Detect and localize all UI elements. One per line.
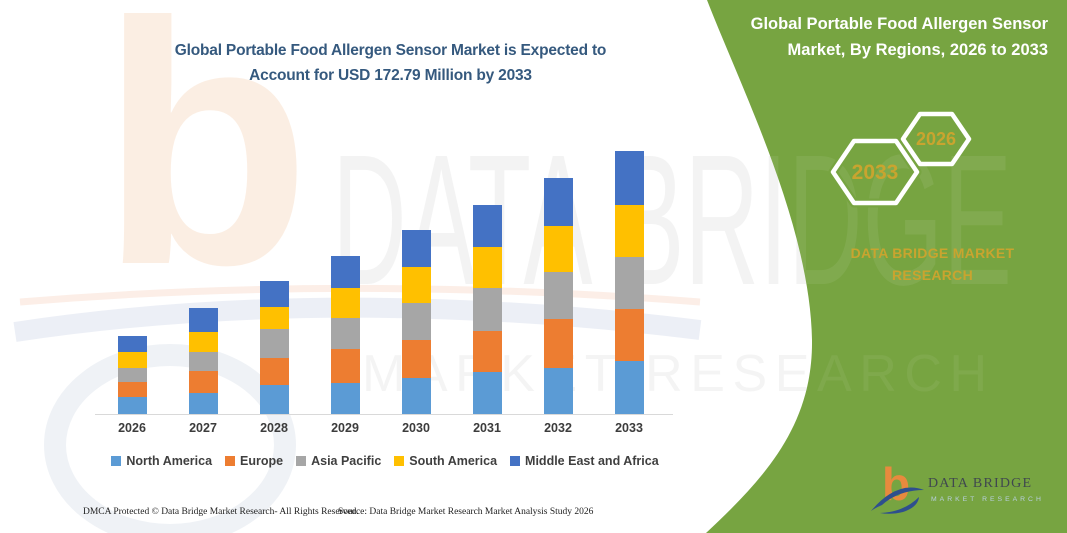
logo-swoosh-lower-icon	[880, 497, 919, 514]
logo-swoosh-icon	[871, 487, 924, 511]
legend-swatch-icon	[111, 456, 122, 466]
brand-text-line1: DATA BRIDGE MARKET	[850, 245, 1015, 261]
hexagon-2033-label: 2033	[852, 161, 899, 184]
bar-segment-2031-asia-pacific	[472, 287, 502, 332]
bar-segment-2026-asia-pacific	[117, 368, 147, 382]
bar-2028	[259, 281, 289, 414]
bar-segment-2033-north-america	[614, 361, 644, 414]
x-axis-line	[95, 414, 673, 415]
bar-segment-2031-middle-east-and-africa	[472, 204, 502, 247]
hexagon-2026-label: 2026	[916, 129, 956, 149]
legend-label: North America	[126, 454, 213, 468]
legend-item-asia-pacific: Asia Pacific	[296, 454, 381, 468]
bar-segment-2033-south-america	[614, 204, 644, 257]
bar-segment-2030-europe	[401, 340, 431, 379]
page-title-line2: Account for USD 172.79 Million by 2033	[249, 67, 532, 84]
hexagon-2033	[830, 138, 920, 206]
bar-segment-2028-asia-pacific	[259, 329, 289, 359]
bar-segment-2031-south-america	[472, 246, 502, 288]
bar-segment-2031-north-america	[472, 372, 502, 414]
bar-segment-2033-middle-east-and-africa	[614, 151, 644, 205]
bar-2032	[543, 177, 573, 414]
bar-segment-2031-europe	[472, 331, 502, 373]
bar-segment-2027-asia-pacific	[188, 351, 218, 371]
source-note: Source: Data Bridge Market Research Mark…	[338, 507, 594, 517]
bar-2030	[401, 229, 431, 414]
bar-segment-2027-north-america	[188, 392, 218, 414]
x-axis-label-2026: 2026	[118, 421, 146, 435]
x-axis-label-2031: 2031	[473, 421, 501, 435]
legend-item-south-america: South America	[394, 454, 497, 468]
legend-label: South America	[409, 454, 498, 468]
chart-legend: North America Europe Asia Pacific South Ame…	[60, 454, 710, 468]
bar-segment-2030-south-america	[401, 266, 431, 304]
bar-segment-2030-asia-pacific	[401, 303, 431, 341]
bar-2031	[472, 204, 502, 414]
bar-chart: 2026 2027 2028 2029 2030 2031 2032 2033	[95, 140, 673, 435]
bar-segment-2033-europe	[614, 309, 644, 362]
legend-item-middle-east-and-africa: Middle East and Africa	[510, 454, 659, 468]
x-axis-label-2027: 2027	[189, 421, 217, 435]
bar-segment-2032-north-america	[543, 368, 573, 414]
bar-segment-2032-europe	[543, 319, 573, 369]
bar-segment-2029-middle-east-and-africa	[330, 256, 360, 288]
green-panel-title: Global Portable Food Allergen Sensor Mar…	[700, 11, 1048, 63]
legend-swatch-icon	[510, 456, 521, 466]
x-axis-label-2028: 2028	[260, 421, 288, 435]
bar-2029	[330, 256, 360, 414]
legend-item-north-america: North America	[111, 454, 212, 468]
bar-segment-2028-middle-east-and-africa	[259, 281, 289, 308]
x-axis-label-2030: 2030	[402, 421, 430, 435]
legend-item-europe: Europe	[225, 454, 283, 468]
bar-segment-2028-europe	[259, 358, 289, 386]
brand-text: DATA BRIDGE MARKET RESEARCH	[820, 242, 1045, 286]
bar-segment-2030-middle-east-and-africa	[401, 229, 431, 267]
brand-text-line2: RESEARCH	[892, 267, 973, 283]
legend-swatch-icon	[225, 456, 236, 466]
bar-segment-2027-europe	[188, 370, 218, 393]
bar-segment-2029-europe	[330, 348, 360, 383]
bar-segment-2032-south-america	[543, 225, 573, 273]
x-axis-label-2033: 2033	[615, 421, 643, 435]
page-title: Global Portable Food Allergen Sensor Mar…	[108, 38, 673, 88]
bar-segment-2029-asia-pacific	[330, 318, 360, 349]
bar-segment-2028-north-america	[259, 385, 289, 414]
logo-name: DATA BRIDGE	[928, 476, 1033, 491]
x-axis-label-2029: 2029	[331, 421, 359, 435]
logo-tagline: MARKET RESEARCH	[931, 496, 1044, 503]
bar-segment-2033-asia-pacific	[614, 256, 644, 310]
bar-segment-2026-north-america	[117, 396, 147, 414]
bar-segment-2026-middle-east-and-africa	[117, 335, 147, 352]
legend-swatch-icon	[394, 456, 405, 466]
bar-2033	[614, 151, 644, 414]
logo-b-icon: b	[882, 458, 910, 510]
green-panel-shape	[706, 0, 1067, 533]
legend-label: Middle East and Africa	[525, 454, 659, 468]
green-panel-title-line2: Market, By Regions, 2026 to 2033	[787, 41, 1048, 59]
bar-segment-2029-north-america	[330, 382, 360, 414]
bar-segment-2032-middle-east-and-africa	[543, 177, 573, 226]
bar-segment-2027-south-america	[188, 332, 218, 352]
legend-label: Asia Pacific	[311, 454, 382, 468]
bar-segment-2027-middle-east-and-africa	[188, 308, 218, 333]
bar-segment-2032-asia-pacific	[543, 272, 573, 320]
bar-segment-2030-north-america	[401, 378, 431, 414]
background-logo-b-watermark: b	[100, 0, 311, 337]
bar-segment-2026-europe	[117, 381, 147, 397]
hexagon-2026	[900, 111, 972, 167]
legend-swatch-icon	[296, 456, 307, 466]
page-title-line1: Global Portable Food Allergen Sensor Mar…	[174, 42, 607, 59]
bar-segment-2028-south-america	[259, 307, 289, 330]
legend-label: Europe	[240, 454, 284, 468]
bar-segment-2026-south-america	[117, 351, 147, 369]
bar-2027	[188, 308, 218, 414]
x-axis-label-2032: 2032	[544, 421, 572, 435]
bar-2026	[117, 335, 147, 414]
dmca-note: DMCA Protected © Data Bridge Market Rese…	[83, 507, 359, 517]
bar-segment-2029-south-america	[330, 287, 360, 319]
green-panel-title-line1: Global Portable Food Allergen Sensor	[750, 15, 1048, 33]
